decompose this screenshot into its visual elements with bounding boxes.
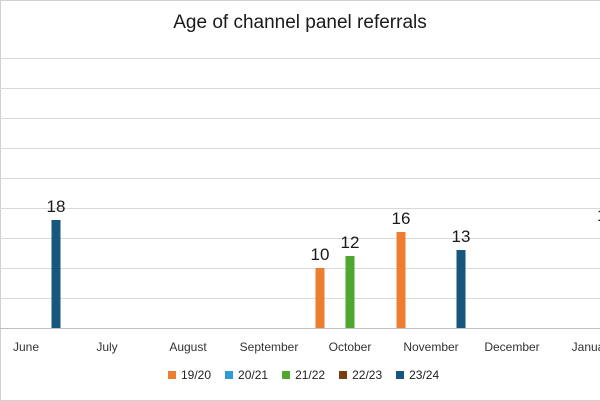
data-label: 13 — [452, 227, 471, 246]
bar — [456, 250, 466, 328]
bar — [315, 268, 325, 328]
legend-item: 21/22 — [282, 368, 325, 382]
legend-item: 20/21 — [225, 368, 268, 382]
x-tick-label: September — [240, 340, 299, 354]
legend-label: 23/24 — [409, 368, 440, 382]
legend-item: 19/20 — [168, 368, 211, 382]
legend-swatch — [168, 371, 176, 379]
legend-label: 20/21 — [238, 368, 269, 382]
legend-label: 19/20 — [181, 368, 212, 382]
legend-swatch — [282, 371, 291, 379]
x-tick-label: June — [13, 340, 39, 354]
legend-label: 21/22 — [295, 368, 326, 382]
data-label: 1 — [597, 206, 600, 225]
data-label: 18 — [47, 197, 66, 216]
data-label: 10 — [311, 245, 330, 264]
bar — [396, 232, 406, 328]
data-label: 16 — [392, 209, 411, 228]
data-label: 12 — [341, 233, 360, 252]
legend-swatch — [225, 371, 234, 379]
legend-swatch — [339, 371, 348, 379]
x-tick-label: July — [96, 340, 117, 354]
chart-legend: 19/20 20/21 21/22 22/23 23/24 — [168, 368, 439, 382]
bar — [51, 220, 61, 328]
legend-item: 23/24 — [396, 368, 439, 382]
chart-title: Age of channel panel referrals — [173, 12, 427, 33]
legend-item: 22/23 — [339, 368, 382, 382]
legend-label: 22/23 — [352, 368, 383, 382]
x-tick-label: December — [484, 340, 539, 354]
x-tick-label: October — [329, 340, 372, 354]
x-tick-label: January — [572, 340, 600, 354]
x-tick-label: August — [169, 340, 207, 354]
legend-swatch — [396, 371, 405, 379]
x-tick-label: November — [403, 340, 458, 354]
bar — [345, 256, 355, 328]
